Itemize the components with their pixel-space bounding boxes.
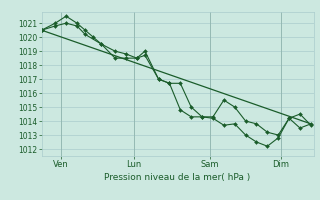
X-axis label: Pression niveau de la mer( hPa ): Pression niveau de la mer( hPa ) <box>104 173 251 182</box>
